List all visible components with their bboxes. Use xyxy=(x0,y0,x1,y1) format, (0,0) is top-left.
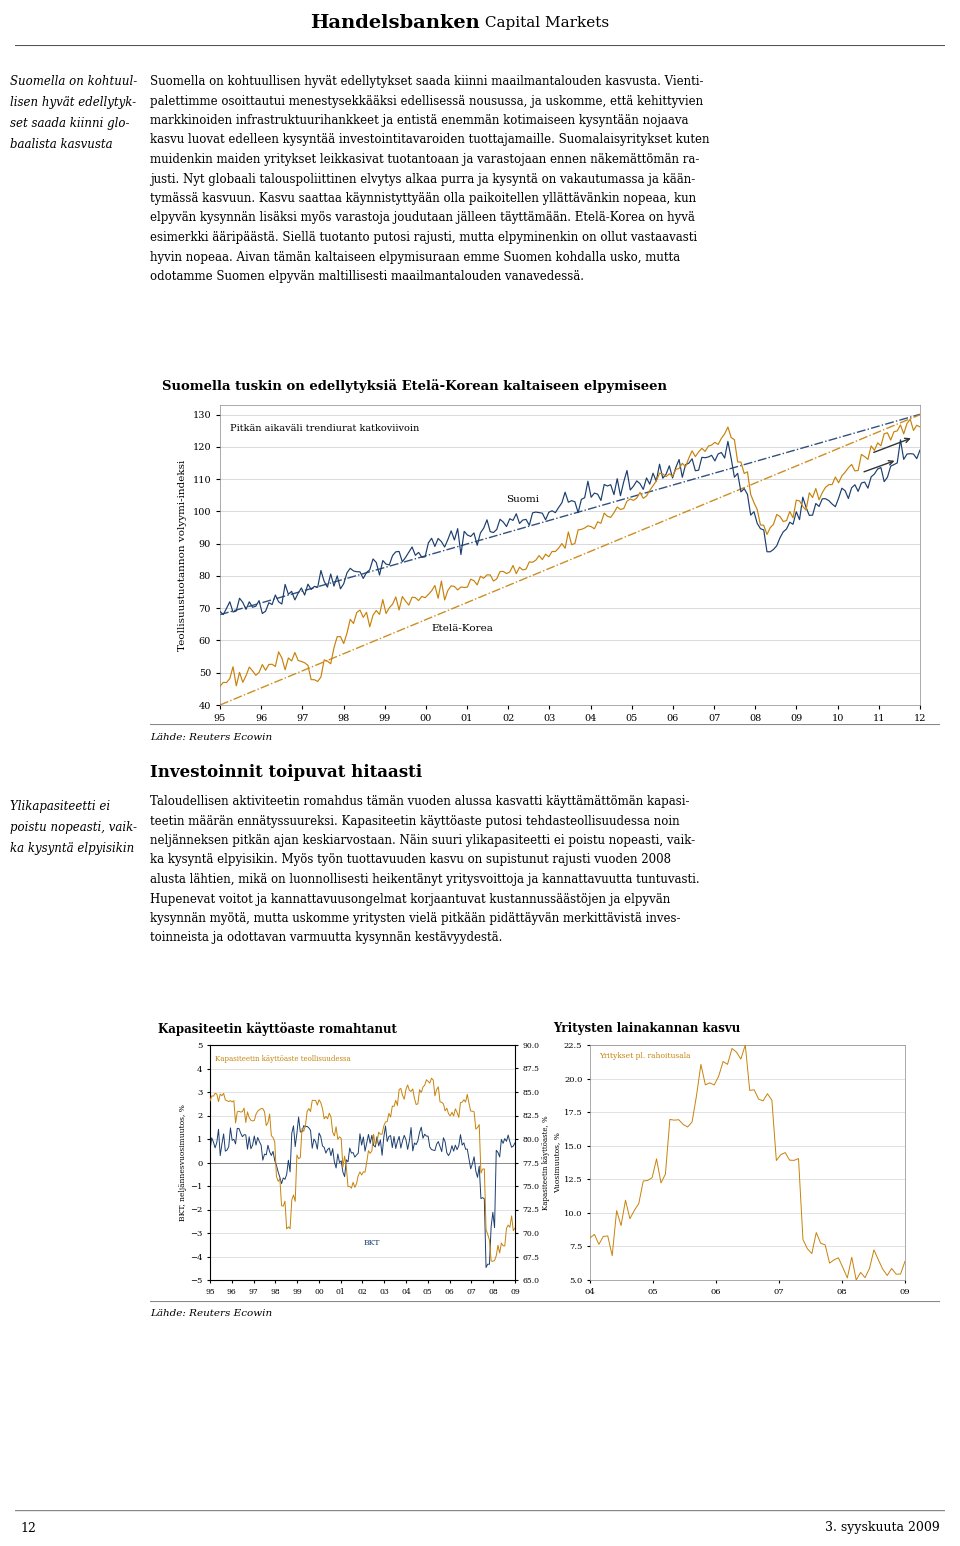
Text: BKT: BKT xyxy=(363,1238,380,1246)
Text: Taloudellisen aktiviteetin romahdus tämän vuoden alussa kasvatti käyttämättömän : Taloudellisen aktiviteetin romahdus tämä… xyxy=(150,795,700,945)
Y-axis label: Kapasiteetin käyttöaste, %: Kapasiteetin käyttöaste, % xyxy=(542,1115,550,1211)
Text: Lähde: Reuters Ecowin: Lähde: Reuters Ecowin xyxy=(150,733,272,742)
Text: Lähde: Reuters Ecowin: Lähde: Reuters Ecowin xyxy=(150,1309,272,1319)
Text: Suomella tuskin on edellytyksiä Etelä-Korean kaltaiseen elpymiseen: Suomella tuskin on edellytyksiä Etelä-Ko… xyxy=(162,379,667,393)
Text: Suomella on kohtuul-
lisen hyvät edellytyk-
set saada kiinni glo-
baalista kasvu: Suomella on kohtuul- lisen hyvät edellyt… xyxy=(10,76,137,152)
Text: Capital Markets: Capital Markets xyxy=(480,15,610,29)
Text: 3. syyskuuta 2009: 3. syyskuuta 2009 xyxy=(826,1521,940,1535)
Text: Suomella on kohtuullisen hyvät edellytykset saada kiinni maailmantalouden kasvus: Suomella on kohtuullisen hyvät edellytyk… xyxy=(150,76,709,283)
Text: Ylikapasiteetti ei
poistu nopeasti, vaik-
ka kysyntä elpyisikin: Ylikapasiteetti ei poistu nopeasti, vaik… xyxy=(10,799,137,855)
Text: Suomi: Suomi xyxy=(507,495,540,504)
Text: Kapasiteetin käyttöaste romahtanut: Kapasiteetin käyttöaste romahtanut xyxy=(157,1022,396,1036)
Text: Investoinnit toipuvat hitaasti: Investoinnit toipuvat hitaasti xyxy=(150,764,422,781)
Text: Kapasiteetin käyttöaste teollisuudessa: Kapasiteetin käyttöaste teollisuudessa xyxy=(215,1056,350,1064)
Text: Pitkän aikaväli trendiurat katkoviivoin: Pitkän aikaväli trendiurat katkoviivoin xyxy=(229,424,419,433)
Text: Yritykset pl. rahoitusala: Yritykset pl. rahoitusala xyxy=(599,1053,690,1061)
Y-axis label: Teollisuustuotannon volyymi-indeksi: Teollisuustuotannon volyymi-indeksi xyxy=(178,459,187,651)
Text: Yritysten lainakannan kasvu: Yritysten lainakannan kasvu xyxy=(553,1022,740,1036)
Text: Handelsbanken: Handelsbanken xyxy=(310,14,480,32)
Y-axis label: Vuosimuutos, %: Vuosimuutos, % xyxy=(553,1132,561,1194)
Text: Etelä-Korea: Etelä-Korea xyxy=(432,623,493,632)
Y-axis label: BKT, neljännesvuosimuutos, %: BKT, neljännesvuosimuutos, % xyxy=(180,1104,187,1221)
Text: 12: 12 xyxy=(20,1521,36,1535)
